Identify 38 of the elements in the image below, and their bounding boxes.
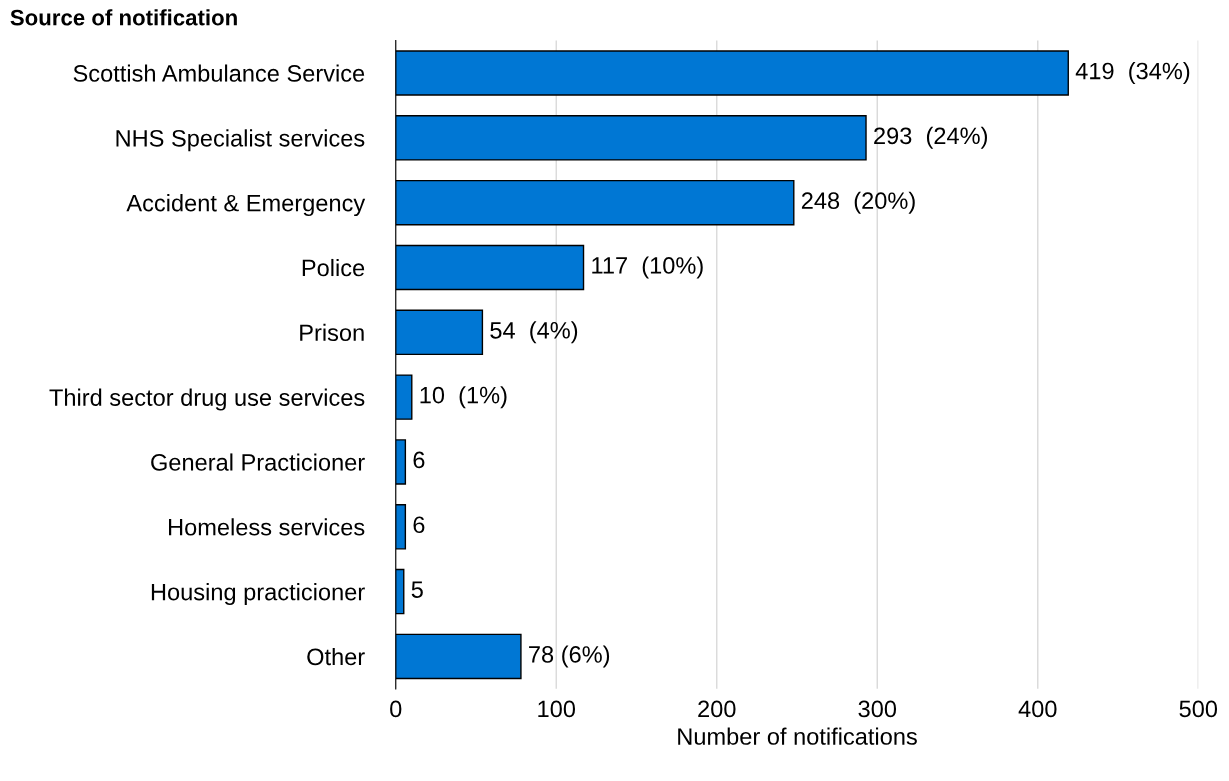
data-label: 419 (34%) (1075, 62, 1190, 85)
bar (395, 115, 867, 161)
y-tick-label: Police (302, 258, 365, 277)
text: Source of notification (10, 9, 237, 26)
y-tick-label: Homeless services (169, 518, 365, 536)
y-tick-label: NHS Specialist services (116, 129, 365, 152)
y-tick-label: General Practicioner (151, 453, 365, 471)
y-tick-label: Other (307, 647, 365, 666)
data-label: 5 (411, 581, 423, 598)
x-tick-label: 100 (538, 700, 576, 718)
x-tick-label: 0 (390, 700, 402, 718)
y-tick-label: Accident & Emergency (126, 194, 366, 217)
bar (395, 374, 413, 420)
bar (395, 50, 1069, 96)
bar (395, 244, 585, 291)
x-tick-label: 300 (858, 700, 897, 718)
data-label: 78 (6%) (529, 645, 610, 668)
x-tick-label: 500 (1179, 700, 1218, 718)
data-label: 10 (1%) (420, 386, 507, 409)
y-tick-label: Prison (300, 323, 364, 342)
bar (395, 309, 484, 356)
data-label: 248 (20%) (801, 191, 915, 214)
data-label: 117 (10%) (592, 256, 703, 279)
x-axis-title: Number of notifications (678, 727, 917, 745)
data-label: 54 (4%) (490, 321, 578, 344)
x-tick-label: 400 (1018, 700, 1057, 718)
data-label: 293 (24%) (874, 126, 987, 149)
y-tick-label: Housing practicioner (151, 583, 365, 606)
bar (395, 179, 795, 226)
y-tick-label: Scottish Ambulance Service (73, 64, 365, 82)
data-label: 6 (413, 451, 425, 469)
bar (395, 633, 522, 680)
data-label: 6 (413, 516, 425, 534)
x-tick-label: 200 (698, 700, 736, 718)
bar (395, 568, 405, 615)
bar (395, 439, 407, 485)
y-tick-label: Third sector drug use services (49, 388, 365, 411)
bar (395, 504, 407, 550)
